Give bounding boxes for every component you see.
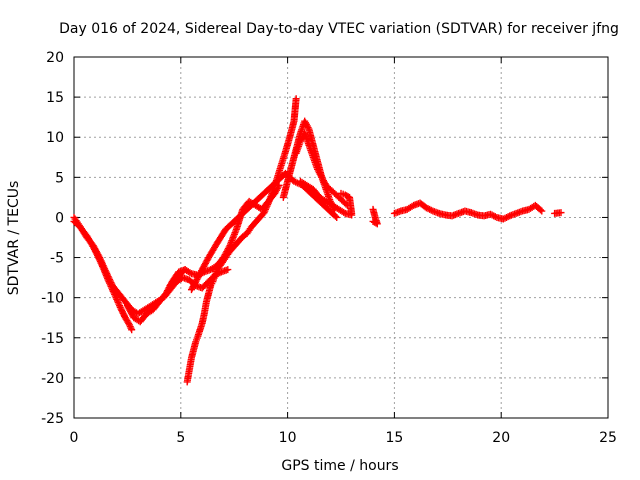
data-point bbox=[537, 206, 545, 214]
data-point bbox=[126, 323, 134, 331]
data-point bbox=[224, 266, 232, 274]
data-point bbox=[263, 202, 271, 210]
data-point bbox=[262, 204, 270, 212]
data-point bbox=[332, 212, 340, 220]
data-point bbox=[186, 269, 194, 277]
data-point bbox=[125, 319, 133, 327]
data-point bbox=[113, 297, 121, 305]
data-point bbox=[96, 255, 104, 263]
data-point bbox=[333, 213, 341, 221]
data-point bbox=[113, 295, 121, 303]
x-tick-label: 10 bbox=[279, 430, 297, 446]
y-axis-label: SDTVAR / TECUs bbox=[6, 181, 22, 296]
data-points bbox=[70, 95, 565, 386]
data-point bbox=[98, 258, 106, 266]
y-tick-label: 10 bbox=[46, 130, 64, 146]
data-point bbox=[261, 207, 269, 215]
y-tick-label: -20 bbox=[41, 371, 64, 387]
data-point bbox=[128, 326, 136, 334]
data-point bbox=[499, 215, 507, 223]
plot-frame bbox=[73, 56, 609, 419]
data-point bbox=[96, 254, 104, 262]
data-point bbox=[491, 213, 499, 221]
data-point bbox=[264, 201, 272, 209]
y-tick-label: 0 bbox=[55, 210, 64, 226]
y-tick-label: -5 bbox=[50, 251, 64, 267]
data-point bbox=[426, 205, 434, 213]
x-tick-label: 20 bbox=[492, 430, 510, 446]
data-point bbox=[262, 205, 270, 213]
data-point bbox=[422, 204, 430, 212]
data-point bbox=[116, 302, 124, 310]
data-point bbox=[99, 262, 107, 270]
x-tick-label: 25 bbox=[599, 430, 617, 446]
data-point bbox=[504, 213, 512, 221]
data-point bbox=[100, 263, 108, 271]
data-point bbox=[304, 124, 312, 132]
y-tick-label: -10 bbox=[41, 291, 64, 307]
data-point bbox=[501, 214, 509, 222]
data-point bbox=[116, 303, 124, 311]
y-tick-label: 20 bbox=[46, 50, 64, 66]
data-point bbox=[490, 212, 498, 220]
data-point bbox=[127, 324, 135, 332]
data-point bbox=[424, 205, 432, 213]
data-point bbox=[115, 300, 123, 308]
data-point bbox=[503, 213, 511, 221]
data-point bbox=[370, 218, 378, 226]
data-point bbox=[557, 209, 565, 217]
y-tick-label: 5 bbox=[55, 170, 64, 186]
data-point bbox=[97, 257, 105, 265]
data-point bbox=[101, 266, 109, 274]
data-point bbox=[487, 210, 495, 218]
data-point bbox=[348, 209, 356, 217]
data-point bbox=[538, 207, 546, 215]
data-point bbox=[488, 211, 496, 219]
data-point bbox=[340, 208, 348, 216]
data-point bbox=[114, 298, 122, 306]
x-tick-label: 5 bbox=[176, 430, 185, 446]
y-tick-label: 15 bbox=[46, 90, 64, 106]
chart-title: Day 016 of 2024, Sidereal Day-to-day VTE… bbox=[59, 21, 619, 37]
data-point bbox=[126, 321, 134, 329]
axis-ticks: 0 5 10 15 20 25 -25 -20 -15 -10 -5 0 5 10 15 20 bbox=[41, 50, 617, 446]
x-tick-label: 0 bbox=[70, 430, 79, 446]
y-tick-label: -25 bbox=[41, 411, 64, 427]
grid-lines bbox=[74, 57, 608, 418]
data-point bbox=[292, 95, 300, 103]
data-point bbox=[369, 217, 377, 225]
data-point bbox=[260, 209, 268, 217]
data-point bbox=[101, 265, 109, 273]
data-point bbox=[408, 202, 416, 210]
y-tick-label: -15 bbox=[41, 331, 64, 347]
data-point bbox=[112, 294, 120, 302]
data-point bbox=[95, 252, 103, 260]
data-point bbox=[427, 206, 435, 214]
x-tick-label: 15 bbox=[385, 430, 403, 446]
x-axis-label: GPS time / hours bbox=[281, 458, 398, 474]
data-point bbox=[98, 260, 106, 268]
